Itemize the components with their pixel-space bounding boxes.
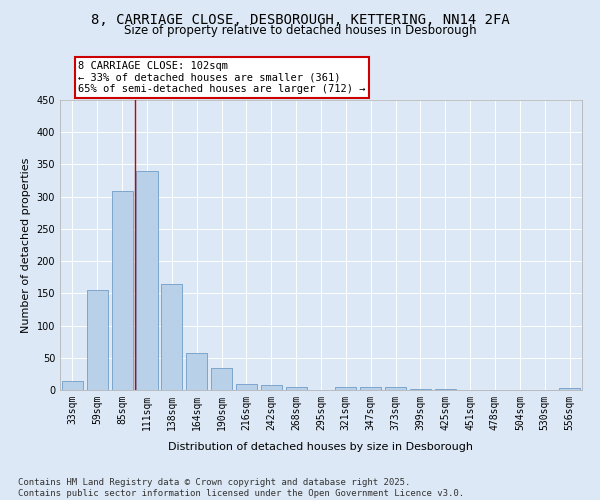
Bar bbox=[286, 387, 307, 390]
Bar bbox=[211, 368, 232, 390]
Bar bbox=[112, 191, 133, 390]
Text: Distribution of detached houses by size in Desborough: Distribution of detached houses by size … bbox=[169, 442, 473, 452]
Y-axis label: Number of detached properties: Number of detached properties bbox=[21, 158, 31, 332]
Text: 8, CARRIAGE CLOSE, DESBOROUGH, KETTERING, NN14 2FA: 8, CARRIAGE CLOSE, DESBOROUGH, KETTERING… bbox=[91, 12, 509, 26]
Bar bbox=[236, 384, 257, 390]
Bar bbox=[62, 381, 83, 390]
Text: 8 CARRIAGE CLOSE: 102sqm
← 33% of detached houses are smaller (361)
65% of semi-: 8 CARRIAGE CLOSE: 102sqm ← 33% of detach… bbox=[78, 61, 366, 94]
Bar bbox=[186, 354, 207, 390]
Bar bbox=[559, 388, 580, 390]
Bar bbox=[335, 387, 356, 390]
Bar bbox=[385, 388, 406, 390]
Bar bbox=[360, 387, 381, 390]
Text: Contains HM Land Registry data © Crown copyright and database right 2025.
Contai: Contains HM Land Registry data © Crown c… bbox=[18, 478, 464, 498]
Bar bbox=[87, 290, 108, 390]
Bar bbox=[136, 171, 158, 390]
Bar bbox=[161, 284, 182, 390]
Bar bbox=[261, 385, 282, 390]
Text: Size of property relative to detached houses in Desborough: Size of property relative to detached ho… bbox=[124, 24, 476, 37]
